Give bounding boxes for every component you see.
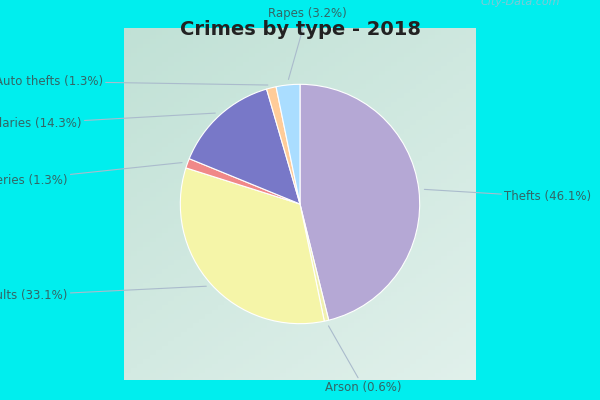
Text: Crimes by type - 2018: Crimes by type - 2018 — [179, 20, 421, 39]
Text: Arson (0.6%): Arson (0.6%) — [325, 326, 401, 394]
Text: Rapes (3.2%): Rapes (3.2%) — [268, 8, 346, 80]
Wedge shape — [186, 159, 300, 204]
Wedge shape — [266, 87, 300, 204]
Text: Auto thefts (1.3%): Auto thefts (1.3%) — [0, 75, 268, 88]
Text: Thefts (46.1%): Thefts (46.1%) — [424, 189, 591, 204]
Text: Assaults (33.1%): Assaults (33.1%) — [0, 286, 206, 302]
Text: Burglaries (14.3%): Burglaries (14.3%) — [0, 113, 215, 130]
Wedge shape — [181, 168, 324, 324]
Wedge shape — [300, 204, 329, 321]
Wedge shape — [300, 84, 419, 320]
Wedge shape — [189, 89, 300, 204]
Text: City-Data.com: City-Data.com — [481, 0, 560, 7]
Wedge shape — [276, 84, 300, 204]
Text: Robberies (1.3%): Robberies (1.3%) — [0, 162, 182, 186]
